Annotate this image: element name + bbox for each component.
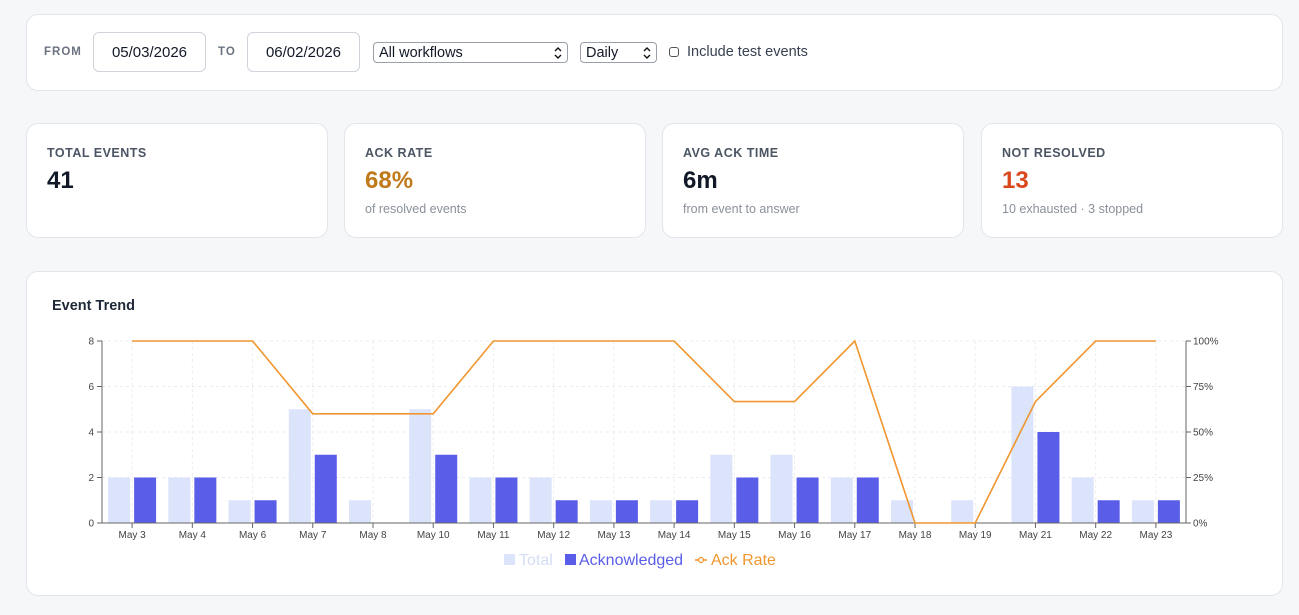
workflow-select-value: All workflows [379,44,463,61]
bar-total [830,477,853,523]
y-tick-label-right: 75% [1193,382,1213,393]
x-tick-label: May 11 [477,530,509,541]
bar-acknowledged [314,454,337,523]
bar-total [770,454,793,523]
kpi-value: 13 [1002,167,1029,194]
bar-acknowledged [796,477,819,523]
legend-label-ack-rate: Ack Rate [711,552,776,569]
x-tick-label: May 7 [299,530,327,541]
x-tick-label: May 22 [1079,530,1112,541]
x-tick-label: May 16 [778,530,811,541]
bar-acknowledged [1157,500,1180,523]
y-tick-label-left: 8 [88,337,94,348]
bar-total [288,409,311,523]
kpi-title: NOT RESOLVED [1002,146,1106,160]
bar-total [650,500,673,523]
bar-total [349,500,371,523]
x-tick-label: May 15 [718,530,751,541]
y-tick-label-right: 100% [1193,337,1219,348]
bar-acknowledged [1037,432,1060,523]
y-tick-label-right: 50% [1193,428,1213,439]
x-tick-label: May 18 [899,530,932,541]
legend-label-acknowledged: Acknowledged [579,552,683,569]
interval-select-value: Daily [586,44,619,61]
kpi-title: TOTAL EVENTS [47,146,147,160]
y-tick-label-left: 0 [88,519,94,530]
y-tick-label-left: 4 [88,428,94,439]
bar-acknowledged [435,454,458,523]
bar-acknowledged [1097,500,1120,523]
kpi-avg-ack-time: AVG ACK TIME 6m from event to answer [662,123,964,238]
bar-acknowledged [134,477,157,523]
kpi-title: AVG ACK TIME [683,146,779,160]
bar-acknowledged [254,500,277,523]
x-tick-label: May 13 [597,530,630,541]
x-tick-label: May 19 [959,530,992,541]
x-tick-label: May 3 [118,530,146,541]
x-tick-label: May 10 [417,530,450,541]
workflow-select[interactable]: All workflows [373,42,568,63]
kpi-not-resolved: NOT RESOLVED 13 10 exhausted · 3 stopped [981,123,1283,238]
x-tick-label: May 21 [1019,530,1052,541]
bar-total [228,500,251,523]
legend-swatch-total [504,554,515,565]
bar-total [1071,477,1094,523]
y-tick-label-left: 6 [88,382,94,393]
kpi-total-events: TOTAL EVENTS 41 [26,123,328,238]
to-date-input[interactable]: 06/02/2026 [247,32,360,72]
x-tick-label: May 8 [359,530,387,541]
bar-total [168,477,191,523]
bar-total [1011,386,1034,523]
bar-total [108,477,131,523]
kpi-value: 41 [47,167,74,194]
bar-total [710,454,733,523]
to-label: TO [218,46,236,58]
bar-total [529,477,552,523]
kpi-subtitle: 10 exhausted · 3 stopped [1002,202,1144,216]
from-date-input[interactable]: 05/03/2026 [93,32,206,72]
ack-rate-line [132,339,1156,524]
kpi-title: ACK RATE [365,146,433,160]
bar-acknowledged [194,477,217,523]
legend-label-total: Total [519,552,553,569]
bar-acknowledged [736,477,759,523]
y-tick-label-right: 25% [1193,473,1213,484]
x-tick-label: May 4 [179,530,207,541]
kpi-ack-rate: ACK RATE 68% of resolved events [344,123,646,238]
x-tick-label: May 6 [239,530,267,541]
include-test-checkbox[interactable] [669,47,679,57]
bar-total [589,500,612,523]
chart-title: Event Trend [52,298,135,314]
select-chevron-icon [643,47,651,59]
kpi-subtitle: from event to answer [683,202,800,216]
bar-total [891,500,913,523]
bar-total [469,477,492,523]
bar-acknowledged [856,477,879,523]
bar-total [409,409,432,523]
interval-select[interactable]: Daily [580,42,657,63]
bar-total [951,500,974,523]
x-tick-label: May 23 [1139,530,1172,541]
bar-acknowledged [676,500,699,523]
x-tick-label: May 12 [537,530,570,541]
legend-marker-ack-rate [697,556,705,564]
kpi-subtitle: of resolved events [365,202,467,216]
kpi-value: 6m [683,167,718,194]
legend-swatch-acknowledged [565,554,576,565]
bar-acknowledged [615,500,638,523]
bar-acknowledged [555,500,578,523]
x-tick-label: May 17 [838,530,871,541]
bar-acknowledged [495,477,518,523]
event-trend-chart: 0 2 4 6 8 0% 25% 50% 75% 100% May 3 May 4 May 6 May 7… [88,337,1219,570]
select-chevron-icon [554,47,562,59]
y-tick-label-left: 2 [88,473,94,484]
event-trend-card: Event Trend 0 2 4 6 8 0% 25% 50% 75% 100% May 3 May… [26,271,1283,596]
bar-total [1131,500,1154,523]
kpi-value: 68% [365,167,414,194]
include-test-label: Include test events [687,44,808,60]
from-label: FROM [44,46,82,58]
x-tick-label: May 14 [658,530,691,541]
y-tick-label-right: 0% [1193,519,1208,530]
filter-bar: FROM 05/03/2026 TO 06/02/2026 All workfl… [26,14,1283,91]
